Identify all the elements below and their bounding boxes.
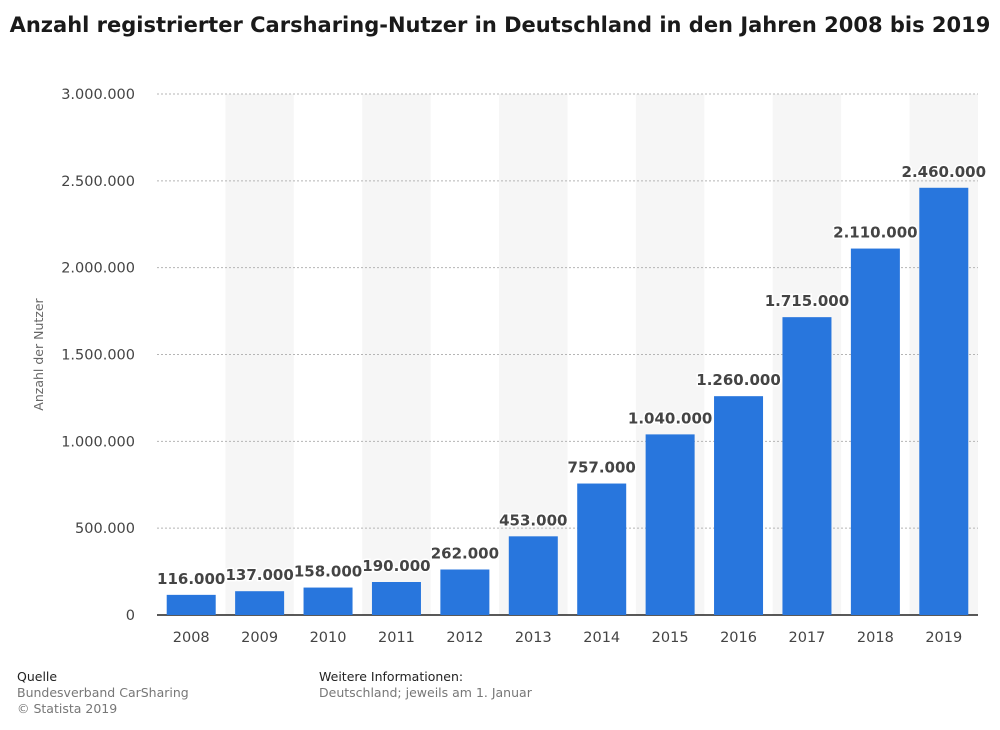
- bar: [166, 594, 216, 615]
- data-label: 1.260.000: [696, 371, 780, 389]
- chart-title: Anzahl registrierter Carsharing-Nutzer i…: [9, 13, 991, 37]
- y-tick-label: 3.000.000: [61, 87, 135, 103]
- bar: [577, 483, 627, 615]
- x-tick-label: 2017: [789, 630, 826, 646]
- bar: [235, 591, 285, 615]
- info-block: Weitere Informationen: Deutschland; jewe…: [319, 669, 532, 701]
- data-label: 1.040.000: [628, 409, 712, 427]
- x-tick-label: 2009: [241, 630, 278, 646]
- data-label: 158.000: [294, 563, 362, 581]
- column-band: [225, 94, 294, 615]
- bar: [645, 434, 695, 615]
- x-tick-label: 2011: [378, 630, 415, 646]
- source-heading: Quelle: [17, 669, 58, 684]
- y-tick-label: 2.500.000: [61, 174, 135, 190]
- info-heading: Weitere Informationen:: [319, 669, 464, 684]
- bar: [371, 582, 421, 615]
- data-label: 757.000: [568, 459, 636, 477]
- y-tick-label: 1.500.000: [61, 348, 135, 364]
- data-label: 1.715.000: [765, 292, 849, 310]
- x-tick-label: 2010: [310, 630, 347, 646]
- data-label: 137.000: [225, 566, 293, 584]
- x-tick-label: 2012: [446, 630, 483, 646]
- x-tick-label: 2014: [583, 630, 620, 646]
- y-tick-label: 2.000.000: [61, 261, 135, 277]
- data-label: 2.110.000: [833, 224, 917, 242]
- bar: [303, 587, 353, 615]
- source-block: Quelle Bundesverband CarSharing © Statis…: [17, 669, 189, 717]
- source-text: Bundesverband CarSharing: [17, 685, 189, 700]
- bar: [508, 536, 558, 615]
- info-text: Deutschland; jeweils am 1. Januar: [319, 685, 532, 700]
- bar: [714, 396, 764, 615]
- bar: [850, 248, 900, 615]
- x-tick-label: 2019: [925, 630, 962, 646]
- data-label: 453.000: [499, 511, 567, 529]
- x-tick-label: 2016: [720, 630, 757, 646]
- x-tick-label: 2018: [857, 630, 894, 646]
- bar-chart: 0 500.000 1.000.000 1.500.000 2.000.000 2.500…: [31, 87, 988, 646]
- x-tick-label: 2008: [173, 630, 210, 646]
- bar: [919, 187, 969, 615]
- y-tick-label: 500.000: [75, 521, 135, 537]
- data-label: 2.460.000: [902, 163, 986, 181]
- data-label: 116.000: [157, 570, 225, 588]
- bar: [440, 569, 490, 615]
- data-label: 190.000: [362, 557, 430, 575]
- x-tick-label: 2015: [652, 630, 689, 646]
- copyright-text: © Statista 2019: [17, 701, 118, 716]
- column-band: [362, 94, 431, 615]
- y-tick-label: 1.000.000: [61, 434, 135, 450]
- data-label: 262.000: [431, 544, 499, 562]
- bar: [782, 317, 832, 615]
- y-tick-label: 0: [126, 608, 135, 624]
- y-axis-label: Anzahl der Nutzer: [31, 297, 46, 410]
- x-tick-label: 2013: [515, 630, 552, 646]
